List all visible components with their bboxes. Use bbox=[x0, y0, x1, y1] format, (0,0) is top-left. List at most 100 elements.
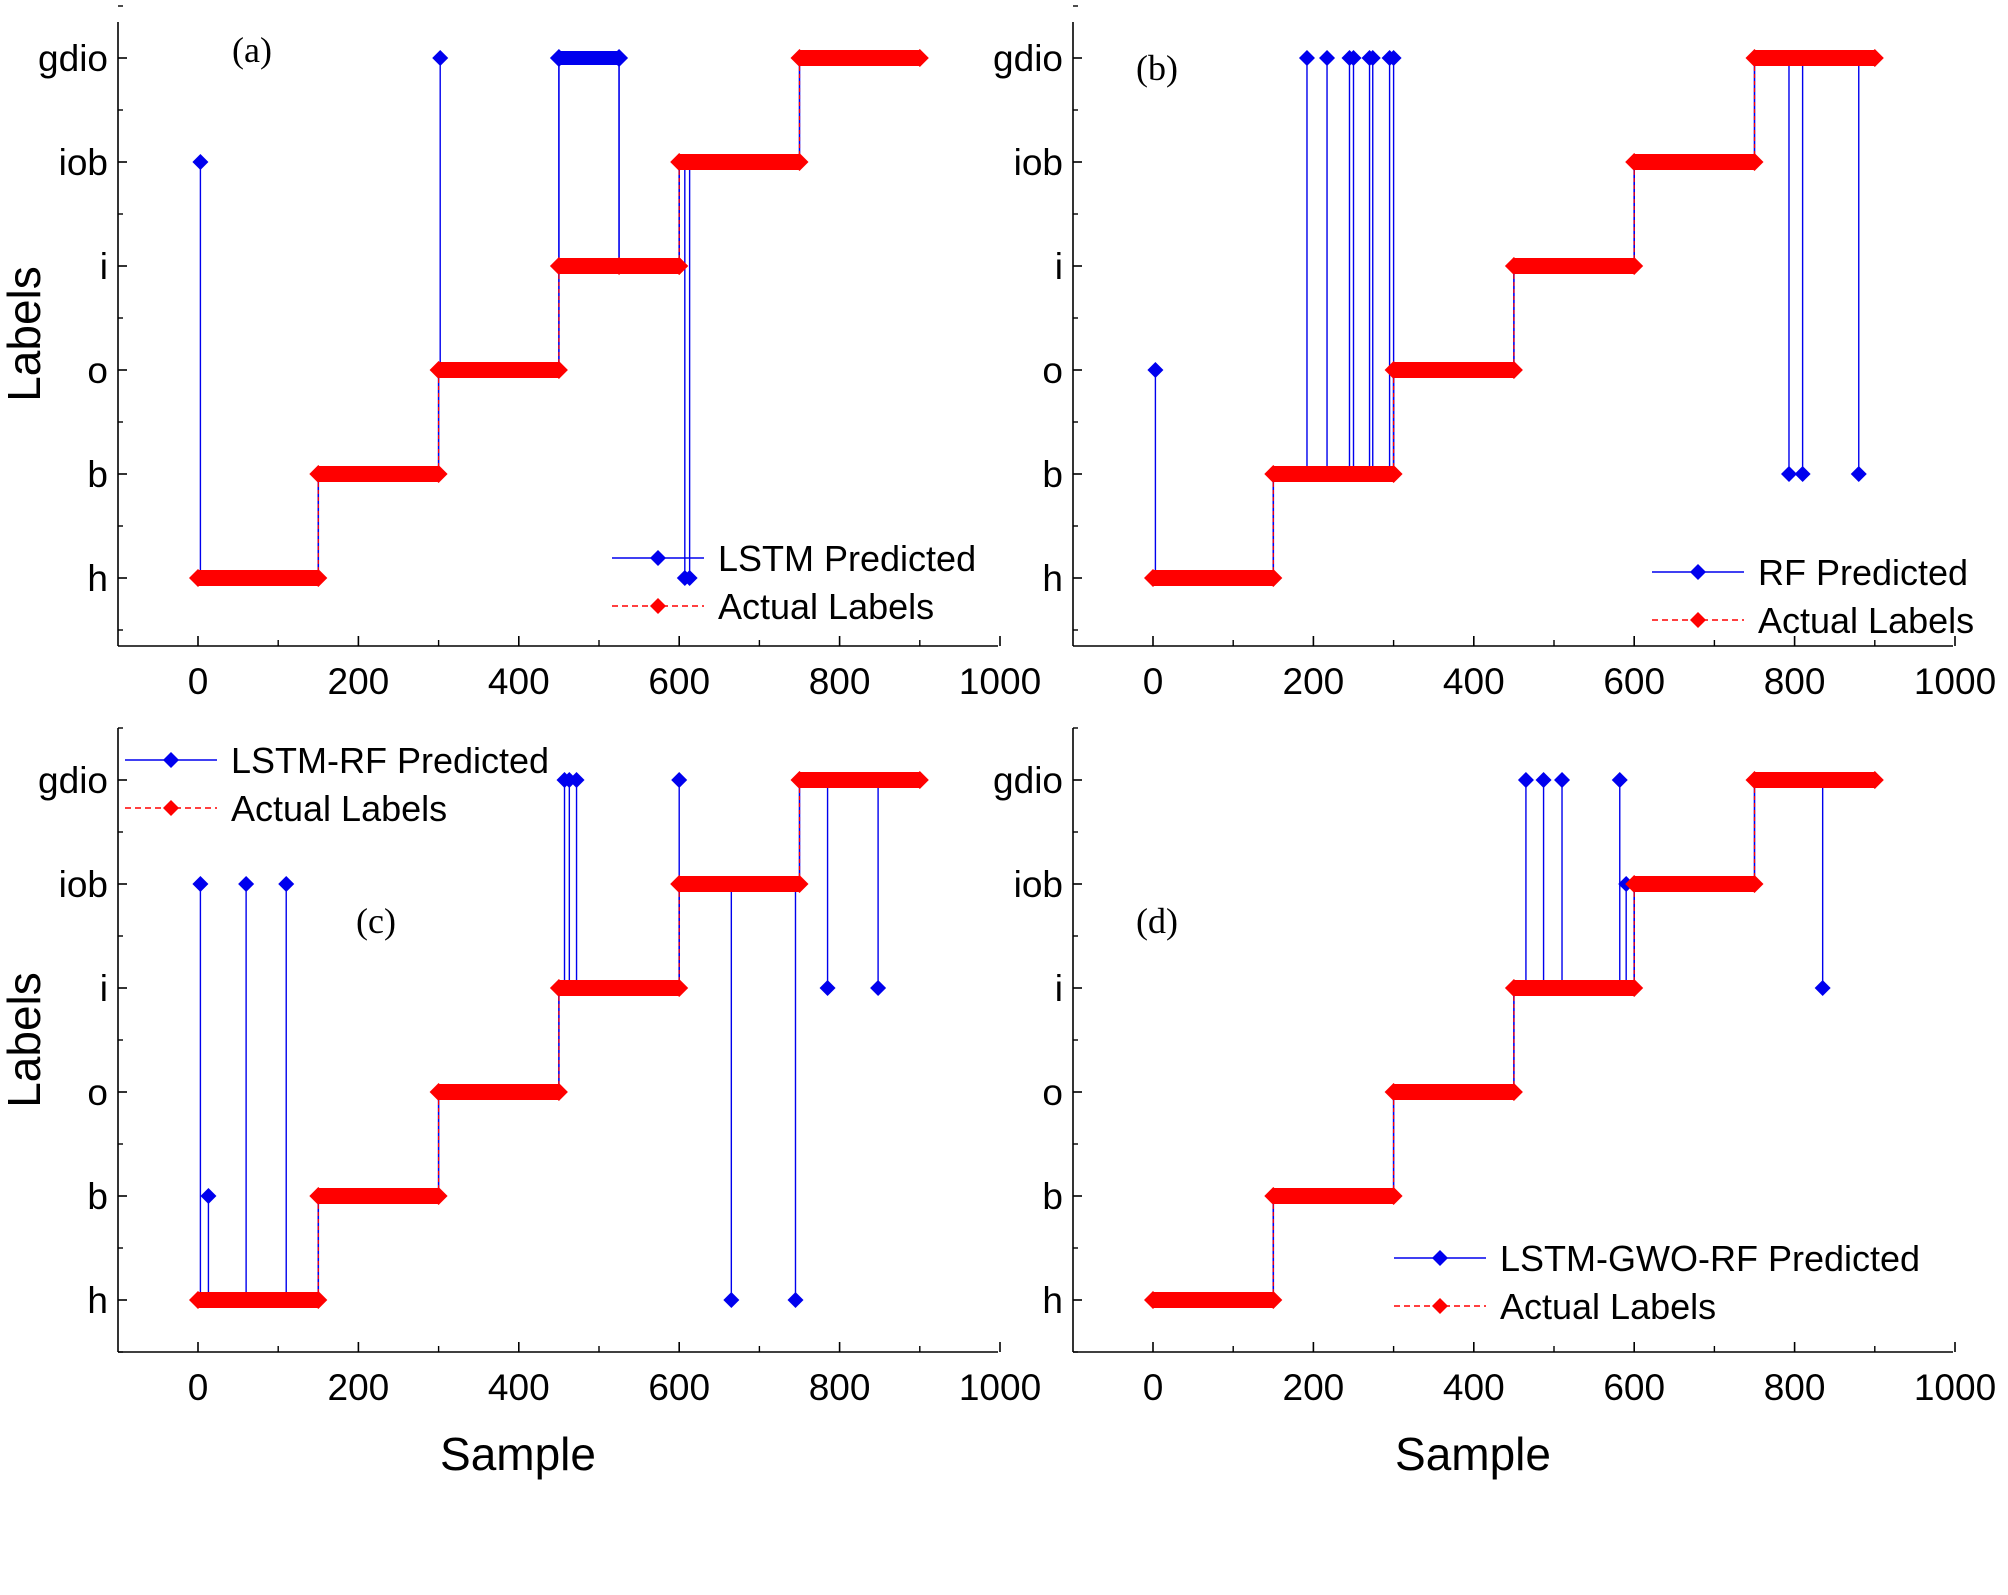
legend-actual-marker bbox=[1432, 1298, 1448, 1314]
legend-actual-marker bbox=[650, 598, 666, 614]
y-tick-label-h: h bbox=[87, 1280, 108, 1321]
x-tick-label-400: 400 bbox=[1443, 661, 1505, 702]
x-tick-label-0: 0 bbox=[188, 1367, 209, 1408]
x-tick-label-600: 600 bbox=[648, 661, 710, 702]
x-axis-title: Sample bbox=[1395, 1428, 1551, 1480]
actual-marker bbox=[549, 979, 568, 997]
legend-actual-marker bbox=[163, 800, 179, 816]
y-tick-label-b: b bbox=[87, 454, 108, 495]
x-tick-label-1000: 1000 bbox=[959, 661, 1041, 702]
legend-predicted-marker bbox=[1690, 564, 1706, 580]
y-tick-label-i: i bbox=[1055, 968, 1063, 1009]
legend-predicted-marker bbox=[163, 752, 179, 768]
panel-label: (c) bbox=[356, 901, 396, 941]
predicted-marker bbox=[568, 772, 585, 788]
predicted-marker bbox=[870, 980, 887, 996]
legend: LSTM-RF Predicted Actual Labels bbox=[125, 740, 549, 829]
actual-marker bbox=[1504, 979, 1523, 997]
panel-c: h b o i iob gdio 0 200 400 600 800 1000 Labels Sample… bbox=[0, 727, 1041, 1480]
x-tick-label-400: 400 bbox=[1443, 1367, 1505, 1408]
predicted-marker bbox=[787, 1292, 804, 1308]
predicted-marker bbox=[1147, 362, 1164, 378]
y-tick-label-i: i bbox=[1055, 246, 1063, 287]
legend-predicted-label: LSTM-GWO-RF Predicted bbox=[1500, 1238, 1920, 1279]
y-tick-label-b: b bbox=[1042, 1176, 1063, 1217]
x-tick-label-1000: 1000 bbox=[1914, 661, 1996, 702]
actual-marker bbox=[1384, 1083, 1403, 1101]
panel-label: (d) bbox=[1136, 901, 1178, 941]
x-tick-label-200: 200 bbox=[328, 661, 390, 702]
legend-actual-label: Actual Labels bbox=[231, 788, 447, 829]
predicted-marker bbox=[1319, 50, 1336, 66]
panel-d: h b o i iob gdio 0 200 400 600 800 1000 Sample (d) LST… bbox=[993, 727, 1996, 1480]
y-tick-label-o: o bbox=[87, 350, 108, 391]
predicted-marker bbox=[1794, 466, 1811, 482]
actual-marker bbox=[670, 875, 689, 893]
panel-label: (a) bbox=[232, 30, 272, 70]
x-tick-label-600: 600 bbox=[1603, 1367, 1665, 1408]
x-tick-label-200: 200 bbox=[328, 1367, 390, 1408]
predicted-marker bbox=[1517, 772, 1534, 788]
y-tick-label-i: i bbox=[100, 968, 108, 1009]
predicted-marker bbox=[610, 49, 629, 67]
actual-marker bbox=[1264, 1187, 1283, 1205]
y-tick-label-h: h bbox=[1042, 558, 1063, 599]
actual-marker bbox=[670, 153, 689, 171]
panel-label: (b) bbox=[1136, 48, 1178, 88]
predicted-marker bbox=[1535, 772, 1552, 788]
actual-marker bbox=[549, 257, 568, 275]
predicted-marker bbox=[681, 570, 698, 586]
actual-series bbox=[189, 49, 929, 587]
predicted-marker bbox=[1298, 50, 1315, 66]
y-tick-label-o: o bbox=[1042, 350, 1063, 391]
x-tick-label-0: 0 bbox=[188, 661, 209, 702]
actual-marker bbox=[910, 771, 929, 789]
predicted-series bbox=[192, 772, 920, 1308]
y-tick-label-gdio: gdio bbox=[38, 760, 108, 801]
y-tick-label-gdio: gdio bbox=[993, 38, 1063, 79]
actual-marker bbox=[790, 771, 809, 789]
actual-marker bbox=[1865, 771, 1884, 789]
actual-marker bbox=[189, 1291, 207, 1309]
y-tick-label-b: b bbox=[87, 1176, 108, 1217]
x-tick-label-1000: 1000 bbox=[959, 1367, 1041, 1408]
x-tick-label-0: 0 bbox=[1143, 661, 1164, 702]
predicted-series bbox=[1147, 50, 1875, 579]
x-tick-label-600: 600 bbox=[648, 1367, 710, 1408]
legend-actual-marker bbox=[1690, 612, 1706, 628]
predicted-marker bbox=[1850, 466, 1867, 482]
legend-actual-label: Actual Labels bbox=[718, 586, 934, 627]
y-tick-label-gdio: gdio bbox=[993, 760, 1063, 801]
predicted-marker bbox=[200, 1188, 217, 1204]
legend: RF Predicted Actual Labels bbox=[1652, 552, 1974, 641]
predicted-marker bbox=[1554, 772, 1571, 788]
actual-series bbox=[1144, 771, 1884, 1309]
legend-actual-label: Actual Labels bbox=[1500, 1286, 1716, 1327]
y-tick-label-h: h bbox=[1042, 1280, 1063, 1321]
x-tick-label-800: 800 bbox=[809, 1367, 871, 1408]
y-axis-title: Labels bbox=[0, 972, 50, 1108]
predicted-marker bbox=[671, 772, 688, 788]
legend-actual-label: Actual Labels bbox=[1758, 600, 1974, 641]
y-tick-label-iob: iob bbox=[1014, 142, 1063, 183]
predicted-marker bbox=[723, 1292, 740, 1308]
legend-predicted-marker bbox=[650, 550, 666, 566]
predicted-marker bbox=[1814, 980, 1831, 996]
y-tick-label-iob: iob bbox=[1014, 864, 1063, 905]
x-tick-label-400: 400 bbox=[488, 1367, 550, 1408]
x-tick-label-1000: 1000 bbox=[1914, 1367, 1996, 1408]
actual-marker bbox=[429, 1083, 448, 1101]
predicted-marker bbox=[819, 980, 836, 996]
actual-marker bbox=[1745, 49, 1764, 67]
actual-marker bbox=[1144, 1291, 1162, 1309]
panel-b: h b o i iob gdio 0 200 400 600 800 1000 (b) RF Predic… bbox=[993, 5, 1996, 702]
predicted-series bbox=[192, 49, 920, 586]
actual-marker bbox=[1865, 49, 1884, 67]
y-tick-label-i: i bbox=[100, 246, 108, 287]
predicted-marker bbox=[1611, 772, 1628, 788]
x-tick-label-800: 800 bbox=[809, 661, 871, 702]
x-tick-label-200: 200 bbox=[1283, 1367, 1345, 1408]
actual-marker bbox=[429, 361, 448, 379]
y-axis-title: Labels bbox=[0, 266, 50, 402]
